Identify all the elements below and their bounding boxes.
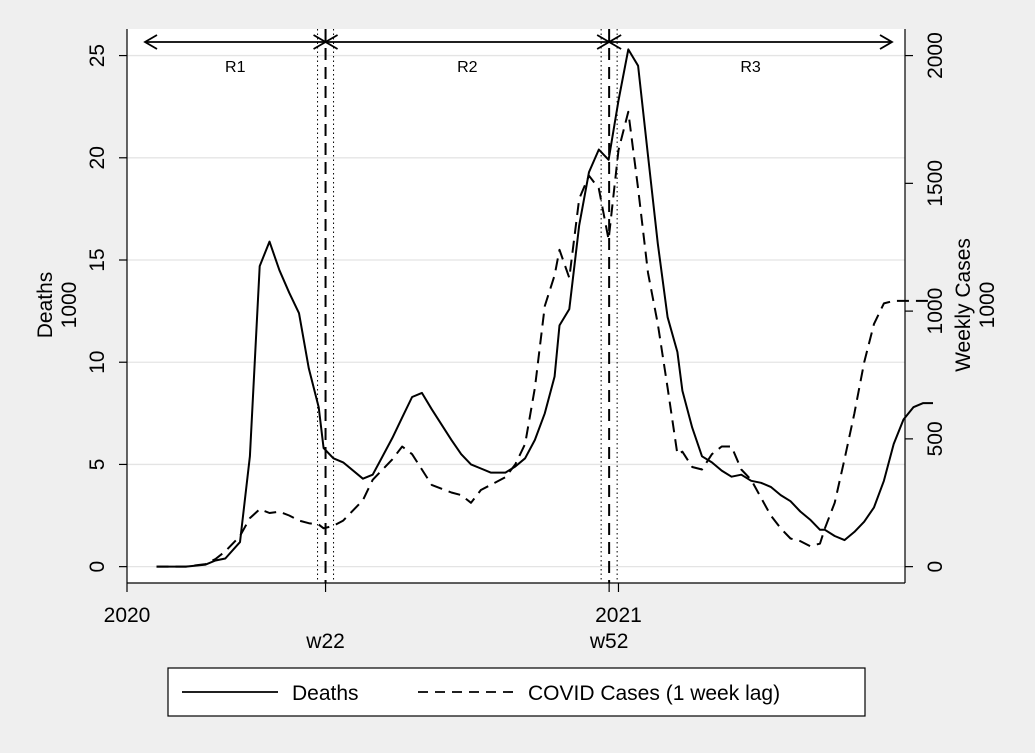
left-axis-title-line-1: Deaths <box>34 272 57 339</box>
left-tick-label-0: 0 <box>86 561 109 573</box>
region-label-r2: R2 <box>457 59 478 76</box>
x-marker-label-w22: w22 <box>305 630 345 653</box>
right-axis-title-line-2: 1000 <box>976 282 999 329</box>
series-line-deaths <box>156 48 933 568</box>
region-label-r1: R1 <box>225 59 246 76</box>
left-tick-label-20: 20 <box>86 146 109 169</box>
region-arrowhead-start-r3 <box>607 34 622 50</box>
right-tick-label-500: 500 <box>924 421 947 456</box>
right-tick-label-0: 0 <box>924 561 947 573</box>
right-tick-label-2000: 2000 <box>924 32 947 79</box>
right-tick-label-1000: 1000 <box>924 288 947 335</box>
x-tick-label-2020: 2020 <box>104 604 151 627</box>
legend-label-deaths: Deaths <box>292 682 359 705</box>
right-axis-title-line-1: Weekly Cases <box>952 238 975 372</box>
region-arrowhead-start-r2 <box>323 34 339 50</box>
legend-label-cases: COVID Cases (1 week lag) <box>528 682 780 705</box>
region-arrowhead-end-r3 <box>879 34 894 50</box>
axes: 0 5 10 15 20 25 0 500 1000 1500 2000 2020 2021 w22 w52 <box>86 29 947 653</box>
left-axis-title-line-2: 1000 <box>58 282 81 329</box>
region-annotations: R1 R2 R3 <box>143 29 894 583</box>
x-tick-label-2021: 2021 <box>595 604 642 627</box>
left-tick-label-25: 25 <box>86 44 109 67</box>
legend-box <box>167 667 866 717</box>
x-marker-label-w52: w52 <box>589 630 629 653</box>
left-tick-label-5: 5 <box>86 459 109 471</box>
region-arrowhead-start-r1 <box>143 34 158 50</box>
left-tick-label-15: 15 <box>86 248 109 271</box>
series-lines <box>156 48 933 568</box>
left-axis-title: Deaths 1000 <box>34 272 81 339</box>
region-label-r3: R3 <box>740 59 761 76</box>
gridlines <box>127 54 905 568</box>
right-axis-title: Weekly Cases 1000 <box>952 238 999 372</box>
legend: Deaths COVID Cases (1 week lag) <box>167 667 866 717</box>
left-tick-label-10: 10 <box>86 351 109 374</box>
right-tick-label-1500: 1500 <box>924 160 947 207</box>
